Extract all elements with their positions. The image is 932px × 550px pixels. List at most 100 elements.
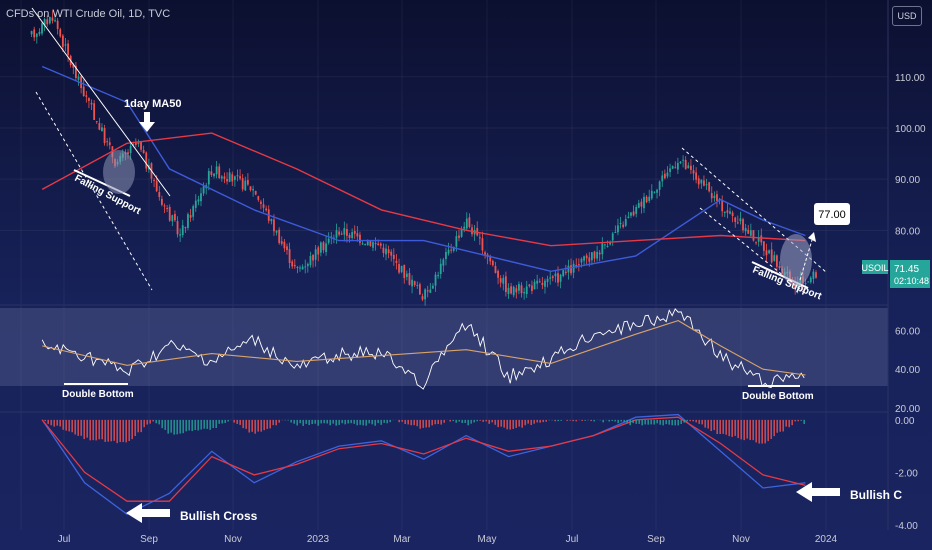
macd-hist-bar <box>299 419 301 424</box>
candle-body <box>413 281 416 286</box>
rsi-tick-0: 60.00 <box>895 326 920 337</box>
candle-body <box>606 246 609 248</box>
candle-body <box>142 150 145 153</box>
macd-hist-bar <box>386 419 388 424</box>
candle-body <box>77 76 80 80</box>
candle-body <box>734 217 737 222</box>
macd-hist-bar <box>560 419 562 421</box>
axis-labels: 110.00 100.00 90.00 80.00 60.00 40.00 20.000.0… <box>58 73 926 545</box>
macd-hist-bar <box>581 419 583 421</box>
macd-hist-bar <box>509 419 511 430</box>
candle-body <box>304 266 307 268</box>
candle-body <box>189 215 192 218</box>
currency-button[interactable]: USD <box>892 6 922 26</box>
candle-body <box>622 224 625 228</box>
candle-body <box>583 256 585 261</box>
macd-hist-bar <box>98 419 100 440</box>
ma-label: 1day MA50 <box>124 98 181 110</box>
macd-hist-bar <box>716 419 718 434</box>
macd-hist-bar <box>71 419 73 433</box>
macd-hist-bar <box>713 419 715 431</box>
macd-hist-bar <box>671 419 673 426</box>
candle-body <box>171 215 174 222</box>
macd-hist-bar <box>194 419 196 431</box>
x-tick-6: Jul <box>566 534 579 545</box>
candle-body <box>494 265 497 273</box>
candle-body <box>815 272 817 278</box>
macd-hist-bar <box>752 419 754 441</box>
candle-body <box>197 199 200 202</box>
candle-body <box>541 282 544 286</box>
macd-hist-bar <box>803 419 805 424</box>
macd-hist-bar <box>668 419 670 425</box>
candle-body <box>254 190 257 195</box>
macd-hist-bar <box>791 419 793 426</box>
candle-body <box>776 255 778 267</box>
macd-hist-bar <box>209 419 211 430</box>
macd-hist-bar <box>758 419 760 444</box>
candle-body <box>202 186 205 194</box>
candle-body <box>327 238 330 243</box>
candle-body <box>624 218 627 226</box>
candle-body <box>538 281 541 283</box>
candle-body <box>544 280 546 287</box>
macd-hist-bar <box>191 419 193 432</box>
rsi-tick-2: 20.00 <box>895 404 920 415</box>
candle-body <box>674 167 677 169</box>
macd-hist-bar <box>47 419 49 424</box>
macd-hist-bar <box>257 419 259 432</box>
macd-hist-bar <box>62 419 64 430</box>
macd-hist-bar <box>374 419 376 426</box>
macd-hist-bar <box>650 419 652 425</box>
macd-hist-bar <box>521 419 523 428</box>
candle-body <box>604 244 606 246</box>
x-tick-3: 2023 <box>307 534 330 545</box>
candle-body <box>528 284 531 287</box>
macd-hist-bar <box>287 419 289 421</box>
candle-body <box>390 251 393 256</box>
candle-body <box>445 252 447 260</box>
macd-hist-bar <box>698 419 700 424</box>
candle-body <box>67 43 69 55</box>
candle-body <box>260 201 262 204</box>
candle-body <box>379 243 382 246</box>
candle-body <box>515 288 518 293</box>
target-arrow <box>799 239 813 281</box>
candle-body <box>155 180 158 192</box>
candle-body <box>710 193 713 199</box>
macd-hist-bar <box>524 419 526 426</box>
candle-body <box>41 23 43 34</box>
candle-body <box>106 141 109 143</box>
candle-body <box>661 175 664 182</box>
candle-body <box>145 152 148 169</box>
candle-body <box>525 286 528 294</box>
candle-body <box>187 214 189 228</box>
candle-body <box>160 198 163 205</box>
price-tick-1: 100.00 <box>895 124 926 135</box>
candle-body <box>249 186 252 191</box>
candle-body <box>504 276 507 293</box>
candle-body <box>153 179 155 181</box>
macd-hist-bar <box>416 419 418 427</box>
macd-signal-line <box>41 416 806 502</box>
macd-hist-bar <box>743 419 745 441</box>
candle-body <box>61 35 64 47</box>
macd-hist-bar <box>635 419 637 424</box>
candle-body <box>533 281 536 290</box>
macd-hist-bar <box>344 419 346 425</box>
candle-body <box>497 270 499 278</box>
macd-hist-bar <box>542 419 544 423</box>
candle-body <box>408 273 411 285</box>
macd-hist-bar <box>359 419 361 425</box>
candle-body <box>716 194 718 201</box>
candle-body <box>241 178 244 190</box>
candle-body <box>75 65 77 78</box>
candle-body <box>765 250 768 256</box>
macd-hist-bar <box>371 419 373 425</box>
macd-hist-bar <box>179 419 181 434</box>
candle-body <box>98 123 101 130</box>
bullish-cross-label-2: Bullish C <box>850 488 902 502</box>
candle-body <box>648 196 651 202</box>
macd-hist-bar <box>800 419 802 421</box>
